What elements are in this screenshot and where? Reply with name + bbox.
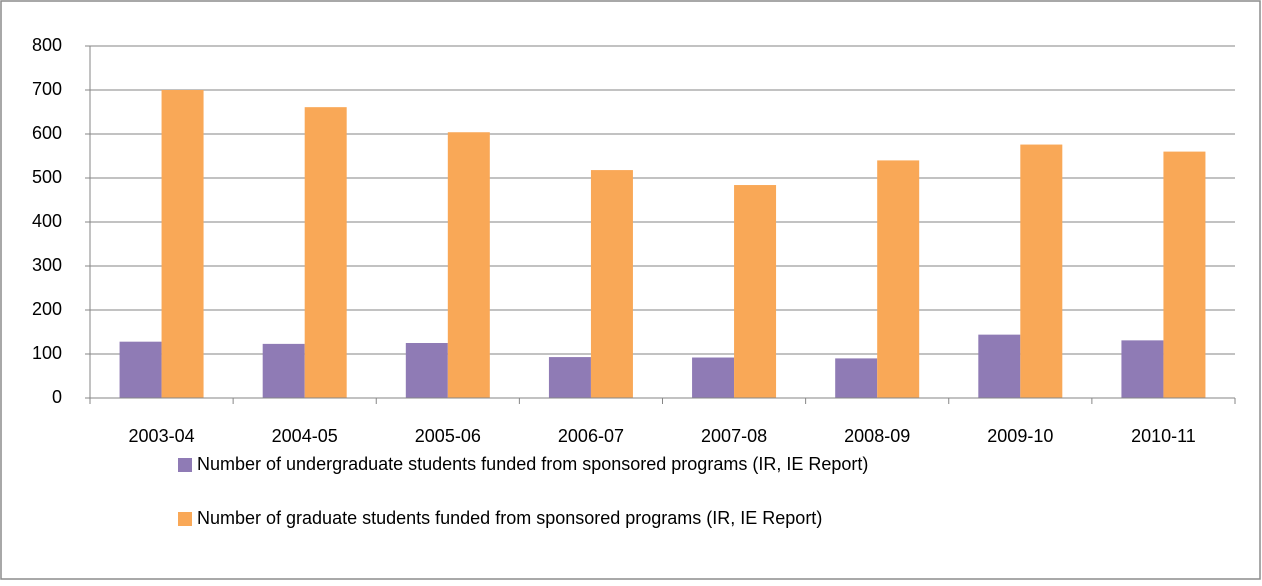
bar	[1121, 340, 1164, 398]
bar	[405, 343, 448, 398]
y-tick-label: 300	[32, 255, 62, 275]
bar	[692, 357, 735, 398]
y-tick-label: 500	[32, 167, 62, 187]
x-tick-label: 2008-09	[844, 426, 910, 446]
bar	[590, 170, 633, 398]
y-tick-label: 100	[32, 343, 62, 363]
legend-label: Number of graduate students funded from …	[197, 508, 822, 528]
y-tick-label: 0	[52, 387, 62, 407]
y-tick-label: 400	[32, 211, 62, 231]
bar	[119, 341, 162, 398]
bar	[1020, 144, 1063, 398]
bar	[304, 107, 347, 398]
x-tick-label: 2010-11	[1131, 426, 1196, 446]
bar	[835, 358, 878, 398]
bar	[877, 160, 920, 398]
bar	[734, 185, 777, 398]
y-tick-label: 800	[32, 35, 62, 55]
x-tick-label: 2007-08	[701, 426, 767, 446]
bar	[548, 357, 591, 398]
x-tick-label: 2006-07	[558, 426, 624, 446]
legend-label: Number of undergraduate students funded …	[197, 454, 868, 474]
x-tick-label: 2004-05	[272, 426, 338, 446]
bar	[161, 90, 204, 398]
legend-swatch	[178, 512, 192, 526]
bar	[262, 343, 305, 398]
legend-swatch	[178, 458, 192, 472]
bar	[1163, 151, 1206, 398]
y-tick-label: 200	[32, 299, 62, 319]
x-tick-label: 2005-06	[415, 426, 481, 446]
x-tick-label: 2003-04	[129, 426, 195, 446]
bar	[447, 132, 490, 399]
x-tick-label: 2009-10	[987, 426, 1053, 446]
bar	[978, 334, 1021, 398]
y-tick-label: 600	[32, 123, 62, 143]
y-tick-label: 700	[32, 79, 62, 99]
